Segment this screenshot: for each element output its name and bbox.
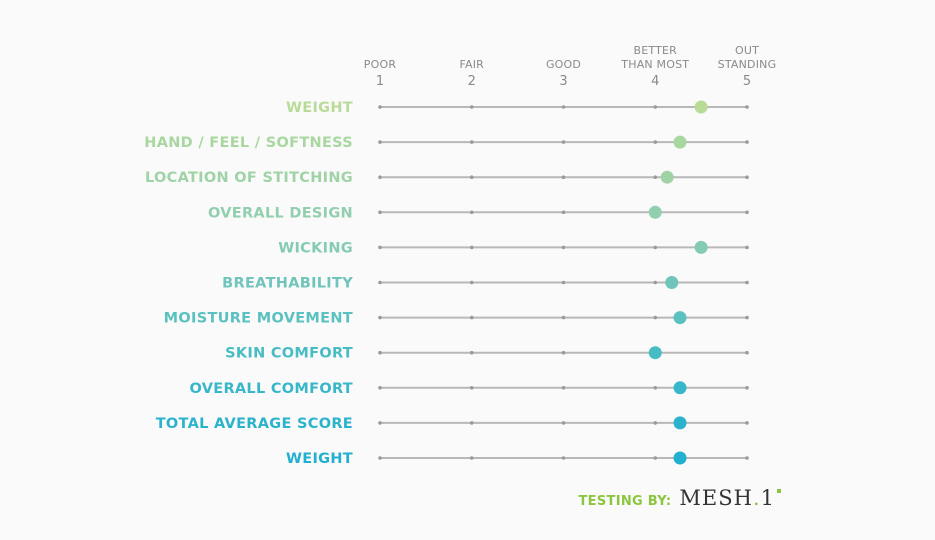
row-8-tick-1 [378,350,382,355]
row-6-tick-3 [561,280,566,285]
testing-by-label: TESTING BY: [578,494,672,509]
row-11-tick-4 [653,456,658,460]
row-10-tick-2 [469,421,474,425]
scale-label-4-line-1: BETTER [633,44,677,57]
row-5-tick-2 [469,245,474,250]
row-3-tick-2 [469,175,474,179]
row-6-tick-1 [378,280,382,285]
row-5-tick-4 [653,245,658,250]
row-7-tick-3 [561,315,566,320]
row-label-7: MOISTURE MOVEMENT [164,311,353,327]
row-2-tick-4 [653,140,658,144]
row-label-5: WICKING [278,240,353,256]
row-1-tick-4 [653,105,658,109]
row-marker-3 [660,170,674,184]
row-4-tick-2 [469,210,474,215]
row-marker-1 [694,100,708,114]
row-marker-8 [648,346,662,360]
scale-number-4: 4 [651,74,659,89]
row-label-1: WEIGHT [286,100,353,116]
row-8-tick-3 [561,350,566,355]
row-10-tick-5 [745,421,749,425]
row-label-8: SKIN COMFORT [225,346,353,362]
row-4-tick-5 [745,210,749,215]
row-9-tick-4 [653,386,658,390]
row-8-tick-2 [469,350,474,355]
row-label-6: BREATHABILITY [222,276,353,292]
row-1-tick-1 [378,105,382,109]
row-2-tick-3 [561,140,566,144]
row-7-tick-1 [378,315,382,320]
scale-label-4-line-2: THAN MOST [620,58,689,71]
row-marker-10 [673,416,687,430]
logo-mark-icon [777,489,781,493]
row-10-tick-3 [561,421,566,425]
mesh1-logo: MESH.1 [679,486,781,510]
row-label-4: OVERALL DESIGN [208,205,353,221]
row-1-tick-3 [561,105,566,109]
row-4-tick-3 [561,210,566,215]
row-7-tick-4 [653,315,658,320]
row-6-tick-5 [745,280,749,285]
row-label-9: OVERALL COMFORT [189,381,353,397]
scale-label-5-line-2: STANDING [718,58,777,71]
row-9-tick-5 [745,386,749,390]
row-6-tick-2 [469,280,474,285]
row-1-tick-5 [745,105,749,109]
row-label-3: LOCATION OF STITCHING [145,170,353,186]
row-3-tick-1 [378,175,382,179]
row-10-tick-4 [653,421,658,425]
scale-label-3: GOOD [546,58,581,71]
row-marker-4 [648,205,662,219]
row-7-tick-5 [745,315,749,320]
row-9-tick-3 [561,386,566,390]
row-9-tick-1 [378,386,382,390]
row-marker-9 [673,381,687,395]
testing-credit: TESTING BY: MESH.1 [578,486,781,510]
scale-number-5: 5 [743,74,751,89]
scale-number-2: 2 [468,74,476,89]
row-label-10: TOTAL AVERAGE SCORE [156,416,353,432]
row-3-tick-4 [653,175,658,179]
row-6-tick-4 [653,280,658,285]
row-2-tick-5 [745,140,749,144]
row-7-tick-2 [469,315,474,320]
scale-number-3: 3 [559,74,567,89]
row-2-tick-2 [469,140,474,144]
row-label-2: HAND / FEEL / SOFTNESS [144,135,353,151]
row-10-tick-1 [378,421,382,425]
row-label-11: WEIGHT [286,451,353,467]
row-2-tick-1 [378,140,382,144]
scale-number-1: 1 [376,74,384,89]
row-11-tick-2 [469,456,474,460]
row-11-tick-5 [745,456,749,460]
row-5-tick-3 [561,245,566,250]
row-marker-6 [665,276,679,289]
row-11-tick-3 [561,456,566,460]
row-marker-2 [673,135,687,149]
row-3-tick-5 [745,175,749,179]
row-4-tick-1 [378,210,382,215]
row-marker-7 [673,311,687,325]
row-8-tick-5 [745,350,749,355]
row-11-tick-1 [378,456,382,460]
row-marker-11 [673,451,687,465]
row-5-tick-1 [378,245,382,250]
row-marker-5 [694,240,708,254]
row-1-tick-2 [469,105,474,109]
row-9-tick-2 [469,386,474,390]
scale-label-2: FAIR [459,58,484,71]
scale-label-1: POOR [364,58,397,71]
scale-label-5-line-1: OUT [735,44,759,57]
row-5-tick-5 [745,245,749,250]
row-3-tick-3 [561,175,566,179]
